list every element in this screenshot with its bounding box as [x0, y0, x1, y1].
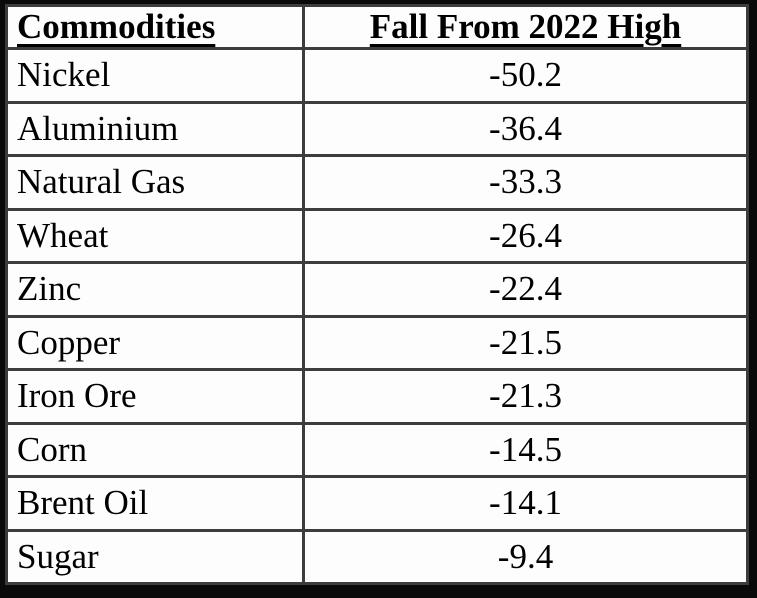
header-commodities-label: Commodities — [17, 7, 216, 46]
commodity-name-cell: Aluminium — [5, 100, 305, 157]
table-row: Nickel -50.2 — [5, 47, 749, 104]
table-row: Zinc -22.4 — [5, 261, 749, 318]
commodity-name-cell: Brent Oil — [5, 475, 305, 532]
fall-value-cell: -9.4 — [302, 528, 749, 585]
commodity-name-cell: Nickel — [5, 47, 305, 104]
table-row: Copper -21.5 — [5, 314, 749, 371]
table-row: Natural Gas -33.3 — [5, 154, 749, 211]
table-body: Nickel -50.2 Aluminium -36.4 Natural Gas -33.… — [5, 47, 749, 585]
commodity-name-cell: Copper — [5, 314, 305, 371]
table-row: Brent Oil -14.1 — [5, 475, 749, 532]
header-cell-commodities: Commodities — [5, 4, 305, 50]
commodity-name-cell: Corn — [5, 421, 305, 478]
fall-value-cell: -14.1 — [302, 475, 749, 532]
fall-value-cell: -14.5 — [302, 421, 749, 478]
header-fall-label: Fall From 2022 High — [369, 7, 682, 46]
table-row: Corn -14.5 — [5, 421, 749, 478]
commodity-name-cell: Iron Ore — [5, 368, 305, 425]
table-row: Aluminium -36.4 — [5, 100, 749, 157]
fall-value-cell: -36.4 — [302, 100, 749, 157]
commodity-name-cell: Zinc — [5, 261, 305, 318]
commodity-name-cell: Sugar — [5, 528, 305, 585]
fall-value-cell: -26.4 — [302, 207, 749, 264]
fall-value-cell: -22.4 — [302, 261, 749, 318]
commodity-name-cell: Natural Gas — [5, 154, 305, 211]
fall-value-cell: -21.3 — [302, 368, 749, 425]
header-row: Commodities Fall From 2022 High — [5, 4, 749, 50]
table-row: Wheat -26.4 — [5, 207, 749, 264]
commodities-table: Commodities Fall From 2022 High Nickel -5… — [5, 4, 749, 585]
fall-value-cell: -21.5 — [302, 314, 749, 371]
table-row: Iron Ore -21.3 — [5, 368, 749, 425]
commodity-name-cell: Wheat — [5, 207, 305, 264]
fall-value-cell: -50.2 — [302, 47, 749, 104]
fall-value-cell: -33.3 — [302, 154, 749, 211]
header-cell-fall: Fall From 2022 High — [302, 4, 749, 50]
table-row: Sugar -9.4 — [5, 528, 749, 585]
